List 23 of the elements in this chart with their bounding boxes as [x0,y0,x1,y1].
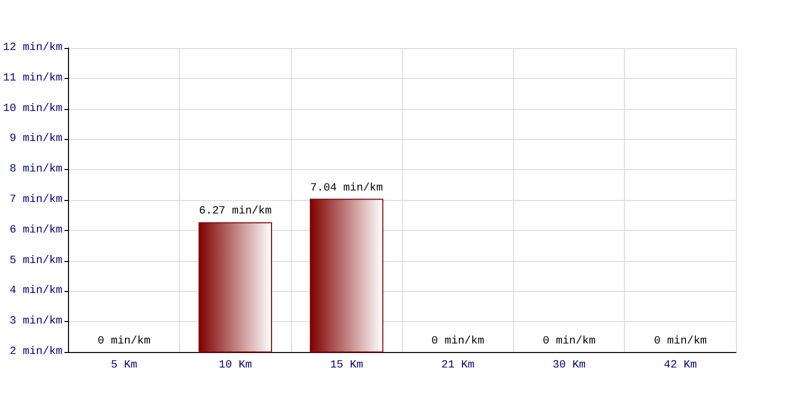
x-tick-label: 15 Km [330,360,364,372]
x-tick-label: 21 Km [441,360,475,372]
y-tick-label: 3 min/km [10,316,63,328]
y-tick-label: 8 min/km [10,164,63,176]
data-label: 6.27 min/km [198,206,272,218]
x-tick-label: 10 Km [218,360,252,372]
y-tick-label: 7 min/km [10,194,63,206]
y-tick-label: 5 min/km [10,254,63,267]
y-tick-label: 2 min/km [10,346,63,358]
y-tick-label: 6 min/km [10,224,63,236]
x-tick-label: 42 Km [664,360,698,372]
y-tick-label: 9 min/km [10,133,63,146]
y-tick-label: 10 min/km [2,102,63,115]
y-tick-label: 11 min/km [2,72,63,84]
y-tick-label: 12 min/km [2,42,63,54]
text: 0 min/km [542,336,596,348]
data-label: 7.04 min/km [310,182,384,194]
text: 0 min/km [98,336,150,348]
text: 0 min/km [431,336,484,348]
y-tick-label: 4 min/km [10,285,63,298]
x-tick-label: 5 Km [110,360,138,372]
text: 0 min/km [654,336,707,348]
x-tick-label: 30 Km [552,360,586,372]
